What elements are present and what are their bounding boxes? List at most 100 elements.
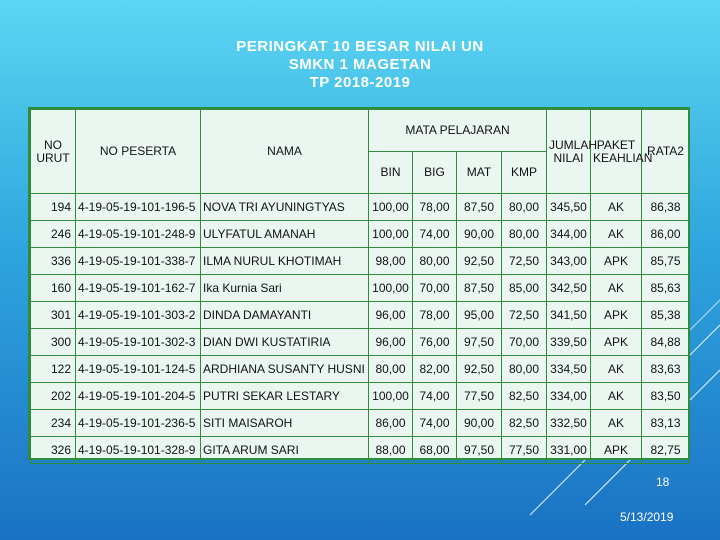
header-big: BIG [412, 151, 457, 194]
cell-kmp: 80,00 [501, 355, 547, 383]
cell-kmp: 82,50 [501, 409, 547, 437]
cell-kmp: 82,50 [501, 382, 547, 410]
table-row: 160 4-19-05-19-101-162-7 Ika Kurnia Sari 10… [30, 274, 690, 302]
cell-kmp: 70,00 [501, 328, 547, 356]
cell-paket-keahlian: AK [590, 274, 642, 302]
cell-mat: 97,50 [456, 328, 502, 356]
cell-jumlah-nilai: 343,00 [546, 247, 591, 275]
cell-bin: 86,00 [368, 409, 413, 437]
cell-kmp: 85,00 [501, 274, 547, 302]
cell-jumlah-nilai: 341,50 [546, 301, 591, 329]
cell-rata2: 86,00 [641, 220, 690, 248]
cell-rata2: 83,50 [641, 382, 690, 410]
cell-rata2: 85,75 [641, 247, 690, 275]
slide-date: 5/13/2019 [620, 510, 674, 524]
page-number: 18 [656, 475, 670, 489]
title-line-3: TP 2018-2019 [309, 74, 411, 91]
cell-big: 78,00 [412, 193, 457, 221]
cell-jumlah-nilai: 334,50 [546, 355, 591, 383]
header-mata-pelajaran: MATA PELAJARAN [368, 109, 547, 152]
cell-rata2: 85,63 [641, 274, 690, 302]
cell-bin: 96,00 [368, 301, 413, 329]
cell-nama: ULYFATUL AMANAH [200, 220, 369, 248]
slide-title: PERINGKAT 10 BESAR NILAI UN SMKN 1 MAGET… [0, 38, 720, 92]
cell-paket-keahlian: AK [590, 220, 642, 248]
cell-rata2: 84,88 [641, 328, 690, 356]
cell-big: 76,00 [412, 328, 457, 356]
header-rata2: RATA2 [641, 109, 690, 194]
cell-no-peserta: 4-19-05-19-101-303-2 [75, 301, 201, 329]
cell-jumlah-nilai: 332,50 [546, 409, 591, 437]
cell-no-urut: 301 [30, 301, 76, 329]
cell-nama: DIAN DWI KUSTATIRIA [200, 328, 369, 356]
cell-bin: 88,00 [368, 436, 413, 464]
cell-jumlah-nilai: 345,50 [546, 193, 591, 221]
cell-no-peserta: 4-19-05-19-101-248-9 [75, 220, 201, 248]
cell-bin: 100,00 [368, 220, 413, 248]
cell-no-urut: 246 [30, 220, 76, 248]
header-bin: BIN [368, 151, 413, 194]
cell-rata2: 86,38 [641, 193, 690, 221]
header-paket-keahlian: PAKET KEAHLIAN [590, 109, 652, 194]
cell-no-peserta: 4-19-05-19-101-124-5 [75, 355, 201, 383]
cell-jumlah-nilai: 334,00 [546, 382, 591, 410]
cell-jumlah-nilai: 331,00 [546, 436, 591, 464]
cell-no-peserta: 4-19-05-19-101-162-7 [75, 274, 201, 302]
header-mat: MAT [456, 151, 502, 194]
cell-mat: 95,00 [456, 301, 502, 329]
cell-mat: 97,50 [456, 436, 502, 464]
header-no-urut: NO URUT [30, 109, 76, 194]
cell-mat: 90,00 [456, 220, 502, 248]
table-row: 246 4-19-05-19-101-248-9 ULYFATUL AMANAH 10… [30, 220, 690, 248]
cell-nama: Ika Kurnia Sari [200, 274, 369, 302]
cell-rata2: 83,63 [641, 355, 690, 383]
cell-mat: 77,50 [456, 382, 502, 410]
cell-no-peserta: 4-19-05-19-101-236-5 [75, 409, 201, 437]
table-body: 194 4-19-05-19-101-196-5 NOVA TRI AYUNINGT… [30, 193, 690, 464]
cell-big: 74,00 [412, 382, 457, 410]
table-row: 122 4-19-05-19-101-124-5 ARDHIANA SUSANTY … [30, 355, 690, 383]
cell-rata2: 82,75 [641, 436, 690, 464]
cell-bin: 98,00 [368, 247, 413, 275]
cell-bin: 100,00 [368, 193, 413, 221]
cell-no-urut: 326 [30, 436, 76, 464]
table-row: 300 4-19-05-19-101-302-3 DIAN DWI KUSTATIR… [30, 328, 690, 356]
cell-mat: 87,50 [456, 274, 502, 302]
cell-big: 82,00 [412, 355, 457, 383]
cell-paket-keahlian: AK [590, 409, 642, 437]
table-row: 234 4-19-05-19-101-236-5 SITI MAISAROH 86,0… [30, 409, 690, 437]
cell-no-peserta: 4-19-05-19-101-338-7 [75, 247, 201, 275]
cell-nama: GITA ARUM SARI [200, 436, 369, 464]
cell-big: 80,00 [412, 247, 457, 275]
cell-big: 78,00 [412, 301, 457, 329]
cell-paket-keahlian: APK [590, 301, 642, 329]
cell-no-urut: 234 [30, 409, 76, 437]
cell-nama: DINDA DAMAYANTI [200, 301, 369, 329]
cell-no-peserta: 4-19-05-19-101-196-5 [75, 193, 201, 221]
cell-no-peserta: 4-19-05-19-101-204-5 [75, 382, 201, 410]
cell-nama: ARDHIANA SUSANTY HUSNI [200, 355, 369, 383]
cell-kmp: 80,00 [501, 220, 547, 248]
cell-jumlah-nilai: 342,50 [546, 274, 591, 302]
cell-paket-keahlian: AK [590, 382, 642, 410]
cell-nama: PUTRI SEKAR LESTARY [200, 382, 369, 410]
cell-no-urut: 336 [30, 247, 76, 275]
cell-bin: 100,00 [368, 382, 413, 410]
cell-no-peserta: 4-19-05-19-101-302-3 [75, 328, 201, 356]
cell-mat: 92,50 [456, 355, 502, 383]
title-line-2: SMKN 1 MAGETAN [288, 56, 432, 73]
cell-no-urut: 300 [30, 328, 76, 356]
cell-jumlah-nilai: 339,50 [546, 328, 591, 356]
table-row: 301 4-19-05-19-101-303-2 DINDA DAMAYANTI 96… [30, 301, 690, 329]
table-row: 326 4-19-05-19-101-328-9 GITA ARUM SARI 88,… [30, 436, 690, 464]
cell-kmp: 80,00 [501, 193, 547, 221]
cell-no-urut: 202 [30, 382, 76, 410]
cell-kmp: 77,50 [501, 436, 547, 464]
header-no-peserta: NO PESERTA [75, 109, 201, 194]
cell-big: 74,00 [412, 220, 457, 248]
cell-nama: ILMA NURUL KHOTIMAH [200, 247, 369, 275]
cell-paket-keahlian: APK [590, 328, 642, 356]
table-row: 194 4-19-05-19-101-196-5 NOVA TRI AYUNINGT… [30, 193, 690, 221]
cell-big: 74,00 [412, 409, 457, 437]
cell-no-urut: 194 [30, 193, 76, 221]
